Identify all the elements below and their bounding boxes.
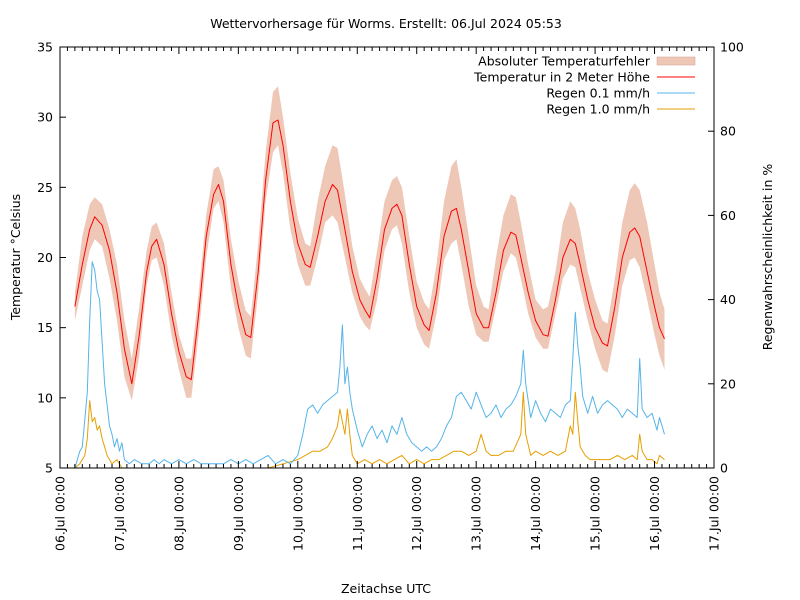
y2-tick-label: 100 <box>720 40 744 55</box>
y2-tick-label: 20 <box>720 376 736 391</box>
temperature-line <box>74 119 665 385</box>
y-tick-label: 10 <box>37 390 53 405</box>
x-tick-label: 12.Jul 00:00 <box>409 476 424 551</box>
x-tick-label: 09.Jul 00:00 <box>231 476 246 551</box>
y-tick-label: 30 <box>37 110 53 125</box>
y-tick-label: 20 <box>37 250 53 265</box>
rain-01mm-line <box>74 261 665 469</box>
x-tick-label: 14.Jul 00:00 <box>528 476 543 551</box>
y2-tick-label: 80 <box>720 124 736 139</box>
x-tick-label: 08.Jul 00:00 <box>171 476 186 551</box>
y2-axis-label: Regenwahrscheinlichkeit in % <box>760 164 775 351</box>
x-tick-label: 11.Jul 00:00 <box>350 476 365 551</box>
x-tick-label: 15.Jul 00:00 <box>588 476 603 551</box>
y-tick-label: 15 <box>37 320 53 335</box>
y-axis-label: Temperatur °Celsius <box>8 194 23 321</box>
x-tick-label: 10.Jul 00:00 <box>290 476 305 551</box>
legend-rain-1mm-label: Regen 1.0 mm/h <box>546 102 650 117</box>
legend-error-band-label: Absoluter Temperaturfehler <box>478 54 651 69</box>
x-tick-label: 07.Jul 00:00 <box>112 476 127 551</box>
rain-1mm-line <box>74 391 665 469</box>
x-tick-label: 17.Jul 00:00 <box>707 476 722 551</box>
legend-rain-01mm-label: Regen 0.1 mm/h <box>546 86 650 101</box>
y-tick-label: 25 <box>37 180 53 195</box>
x-tick-label: 16.Jul 00:00 <box>647 476 662 551</box>
x-tick-label: 13.Jul 00:00 <box>469 476 484 551</box>
y2-tick-label: 40 <box>720 292 736 307</box>
y-tick-label: 5 <box>45 461 53 476</box>
x-tick-label: 06.Jul 00:00 <box>53 476 68 551</box>
error-band <box>74 86 665 401</box>
x-axis-label: Zeitachse UTC <box>341 581 431 596</box>
y-tick-label: 35 <box>37 40 53 55</box>
y2-tick-label: 0 <box>720 461 728 476</box>
legend-error-band-swatch <box>656 56 696 66</box>
plot-area: 5 10 15 20 25 30 35 0 20 40 60 80 100 06.Jul 00:00 07.… <box>37 40 744 551</box>
legend-temperature-label: Temperatur in 2 Meter Höhe <box>473 70 650 85</box>
y2-tick-label: 60 <box>720 208 736 223</box>
chart-title: Wettervorhersage für Worms. Erstellt: 06… <box>210 16 562 31</box>
